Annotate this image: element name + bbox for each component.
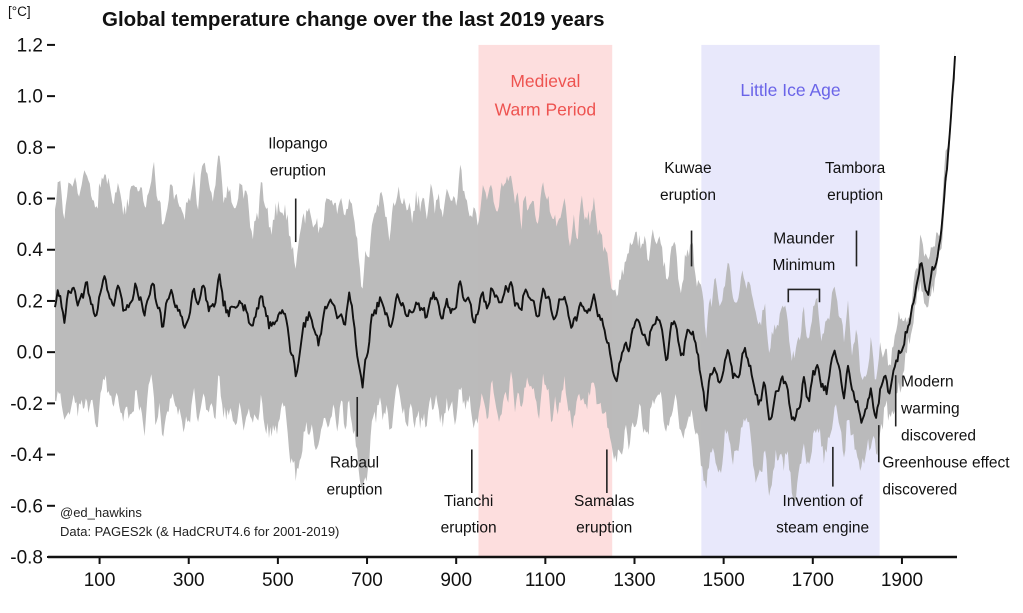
annotation-tianchi-eruption: Tianchi eruption <box>441 449 497 537</box>
y-axis-tick-label: 0.8 <box>17 138 43 159</box>
y-axis-tick-label: 1.2 <box>17 35 43 56</box>
ilopango-eruption-label: eruption <box>270 162 326 179</box>
annotation-ilopango-eruption: Ilopango eruption <box>268 136 328 243</box>
ilopango-eruption-label: Ilopango <box>268 136 327 153</box>
tambora-eruption-label: eruption <box>827 187 883 204</box>
kuwae-eruption-label: eruption <box>660 187 716 204</box>
x-axis-tick-label: 700 <box>351 570 383 591</box>
credit-handle: @ed_hawkins <box>60 505 142 520</box>
annotation-kuwae-eruption: Kuwae eruption <box>660 160 716 267</box>
x-axis-tick-label: 1700 <box>792 570 834 591</box>
x-axis-tick-label: 1900 <box>881 570 923 591</box>
region-label-medieval-warm-period: Medieval <box>510 71 580 91</box>
tianchi-eruption-label: Tianchi <box>444 493 493 510</box>
x-axis-tick-label: 1100 <box>525 570 566 591</box>
modern-warming-discovered-label: Modern <box>901 374 954 391</box>
annotation-rabaul-eruption: Rabaul eruption <box>327 396 383 498</box>
x-axis-tick-label: 900 <box>440 570 472 591</box>
modern-warming-discovered-label: warming <box>900 401 960 418</box>
y-axis-tick-label: -0.4 <box>10 445 43 466</box>
tianchi-eruption-label: eruption <box>441 520 497 537</box>
maunder-minimum-label: Maunder <box>773 230 834 247</box>
y-axis-tick-label: 0.2 <box>17 291 43 312</box>
y-axis-tick-label: -0.6 <box>10 496 43 517</box>
x-axis-tick-label: 100 <box>84 570 116 591</box>
invention-of-steam-engine-label: Invention of <box>783 493 864 510</box>
x-axis-tick-label: 300 <box>173 570 205 591</box>
x-axis-tick-label: 1300 <box>613 570 655 591</box>
credit-block: @ed_hawkins Data: PAGES2k (& HadCRUT4.6 … <box>60 503 339 541</box>
chart-title: Global temperature change over the last … <box>102 8 605 31</box>
y-axis-unit-label: [°C] <box>8 4 31 19</box>
maunder-minimum-bracket <box>787 288 821 303</box>
annotation-tambora-eruption: Tambora eruption <box>825 160 886 267</box>
y-axis-tick-label: -0.8 <box>10 548 43 569</box>
y-axis-tick-label: 0.4 <box>17 240 44 261</box>
x-axis-tick-label: 1500 <box>703 570 745 591</box>
median-line <box>54 55 956 424</box>
annotation-modern-warming-discovered: Modern warming discovered <box>894 374 976 445</box>
annotation-maunder-minimum: Maunder Minimum <box>772 230 835 303</box>
samalas-eruption-label: Samalas <box>574 493 635 510</box>
greenhouse-effect-discovered-label: Greenhouse effect <box>882 454 1010 471</box>
samalas-eruption-label: eruption <box>576 520 632 537</box>
maunder-minimum-label: Minimum <box>772 257 835 274</box>
x-axis-tick-label: 500 <box>262 570 294 591</box>
y-axis-tick-label: 1.0 <box>17 87 43 108</box>
greenhouse-effect-discovered-label: discovered <box>882 481 957 498</box>
y-axis-tick-label: 0.0 <box>17 343 43 364</box>
region-label-medieval-warm-period: Warm Period <box>495 99 596 119</box>
annotation-invention-of-steam-engine: Invention of steam engine <box>776 446 869 537</box>
annotation-samalas-eruption: Samalas eruption <box>574 449 635 537</box>
rabaul-eruption-label: Rabaul <box>330 454 379 471</box>
credit-source: Data: PAGES2k (& HadCRUT4.6 for 2001-201… <box>60 524 340 539</box>
kuwae-eruption-label: Kuwae <box>664 160 711 177</box>
tambora-eruption-label: Tambora <box>825 160 886 177</box>
invention-of-steam-engine-label: steam engine <box>776 520 869 537</box>
modern-warming-discovered-label: discovered <box>901 428 976 445</box>
y-axis-tick-label: 0.6 <box>17 189 43 210</box>
rabaul-eruption-label: eruption <box>327 481 383 498</box>
region-label-little-ice-age: Little Ice Age <box>740 80 840 100</box>
uncertainty-band <box>55 50 955 503</box>
y-axis-tick-label: -0.2 <box>10 394 43 415</box>
annotation-greenhouse-effect-discovered: Greenhouse effect discovered <box>877 425 1010 498</box>
